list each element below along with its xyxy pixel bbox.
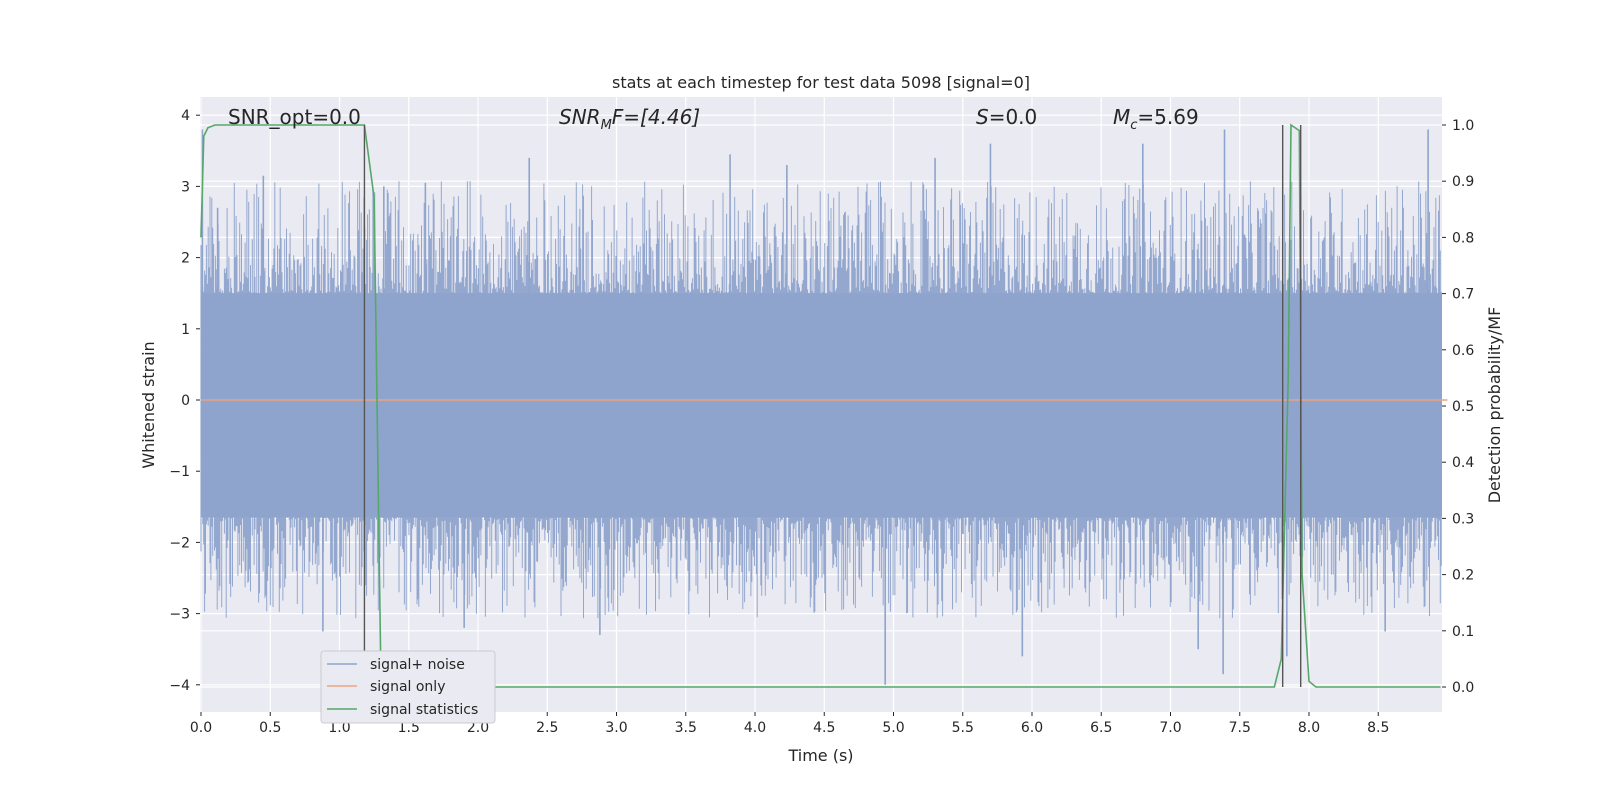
legend-box xyxy=(320,650,496,724)
x-tick-label: 1.0 xyxy=(328,720,350,736)
y-right-axis-label: Detection probability/MF xyxy=(1485,307,1504,504)
signal-noise-series xyxy=(200,129,1442,685)
x-tick-label: 5.5 xyxy=(952,720,974,736)
y-axis-label: Whitened strain xyxy=(139,341,158,468)
x-tick-label: 7.5 xyxy=(1229,720,1251,736)
snr-mf-symbol: SNR xyxy=(559,105,601,129)
mc-symbol: M xyxy=(1113,105,1130,129)
s-symbol: S xyxy=(976,105,989,129)
x-tick-label: 7.0 xyxy=(1159,720,1181,736)
y-right-tick-label: 0.4 xyxy=(1452,455,1474,471)
snr-mf-value: F=[4.46] xyxy=(612,105,700,129)
snr-opt-annotation: SNR_opt=0.0 xyxy=(228,105,361,129)
y-right-axis-ticks: 1.0 0.9 0.8 0.7 0.6 0.5 0.4 0.3 0.2 0.1 0.0 xyxy=(1442,118,1474,696)
y-right-tick-label: 0.6 xyxy=(1452,343,1474,359)
y-right-tick-label: 0.1 xyxy=(1452,624,1474,640)
x-tick-label: 4.5 xyxy=(813,720,835,736)
x-tick-label: 3.5 xyxy=(675,720,697,736)
s-annotation: S=0.0 xyxy=(976,105,1037,129)
y-tick-label: −2 xyxy=(169,535,190,551)
y-right-tick-label: 0.9 xyxy=(1452,174,1474,190)
x-axis-ticks: 0.0 0.5 1.0 1.5 2.0 2.5 3.0 3.5 4.0 4.5 5.0 5.5 6.0 6… xyxy=(190,712,1389,736)
snr-mf-annotation: SNRMF=[4.46] xyxy=(559,105,700,133)
legend-label-signal-statistics: signal statistics xyxy=(370,702,478,718)
x-axis-label: Time (s) xyxy=(787,746,853,765)
y-tick-label: 0 xyxy=(181,393,190,409)
y-tick-label: 1 xyxy=(181,322,190,338)
x-tick-label: 6.5 xyxy=(1090,720,1112,736)
y-tick-label: −3 xyxy=(169,607,190,623)
y-right-tick-label: 0.3 xyxy=(1452,511,1474,527)
legend-label-signal-noise: signal+ noise xyxy=(370,657,465,673)
y-tick-label: 2 xyxy=(181,251,190,267)
y-right-tick-label: 0.5 xyxy=(1452,399,1474,415)
x-tick-label: 3.0 xyxy=(605,720,627,736)
mc-annotation: Mc=5.69 xyxy=(1113,105,1199,133)
x-tick-label: 0.0 xyxy=(190,720,212,736)
x-tick-label: 4.0 xyxy=(744,720,766,736)
y-tick-label: −4 xyxy=(169,678,190,694)
x-tick-label: 8.5 xyxy=(1367,720,1389,736)
x-tick-label: 8.0 xyxy=(1298,720,1320,736)
x-tick-label: 0.5 xyxy=(259,720,281,736)
y-tick-label: −1 xyxy=(169,464,190,480)
x-tick-label: 5.0 xyxy=(882,720,904,736)
x-tick-label: 2.5 xyxy=(536,720,558,736)
y-axis-ticks: 4 3 2 1 0 −1 −2 −3 −4 xyxy=(169,108,200,694)
chart-title: stats at each timestep for test data 509… xyxy=(612,73,1030,92)
vertical-markers xyxy=(363,125,1302,687)
legend-label-signal-only: signal only xyxy=(370,679,445,695)
y-right-tick-label: 0.8 xyxy=(1452,230,1474,246)
y-right-tick-label: 0.2 xyxy=(1452,568,1474,584)
y-tick-label: 3 xyxy=(181,179,190,195)
y-right-tick-label: 0.0 xyxy=(1452,680,1474,696)
s-value: =0.0 xyxy=(989,105,1038,129)
legend: signal+ noise signal only signal statist… xyxy=(320,650,496,724)
x-tick-label: 2.0 xyxy=(467,720,489,736)
mc-value: =5.69 xyxy=(1137,105,1198,129)
mc-subscript: c xyxy=(1130,118,1137,133)
y-right-tick-label: 1.0 xyxy=(1452,118,1474,134)
noise-core-band xyxy=(201,293,1442,518)
x-tick-label: 6.0 xyxy=(1021,720,1043,736)
y-tick-label: 4 xyxy=(181,108,190,124)
x-tick-label: 1.5 xyxy=(398,720,420,736)
y-right-tick-label: 0.7 xyxy=(1452,287,1474,303)
snr-mf-subscript: M xyxy=(601,118,612,133)
